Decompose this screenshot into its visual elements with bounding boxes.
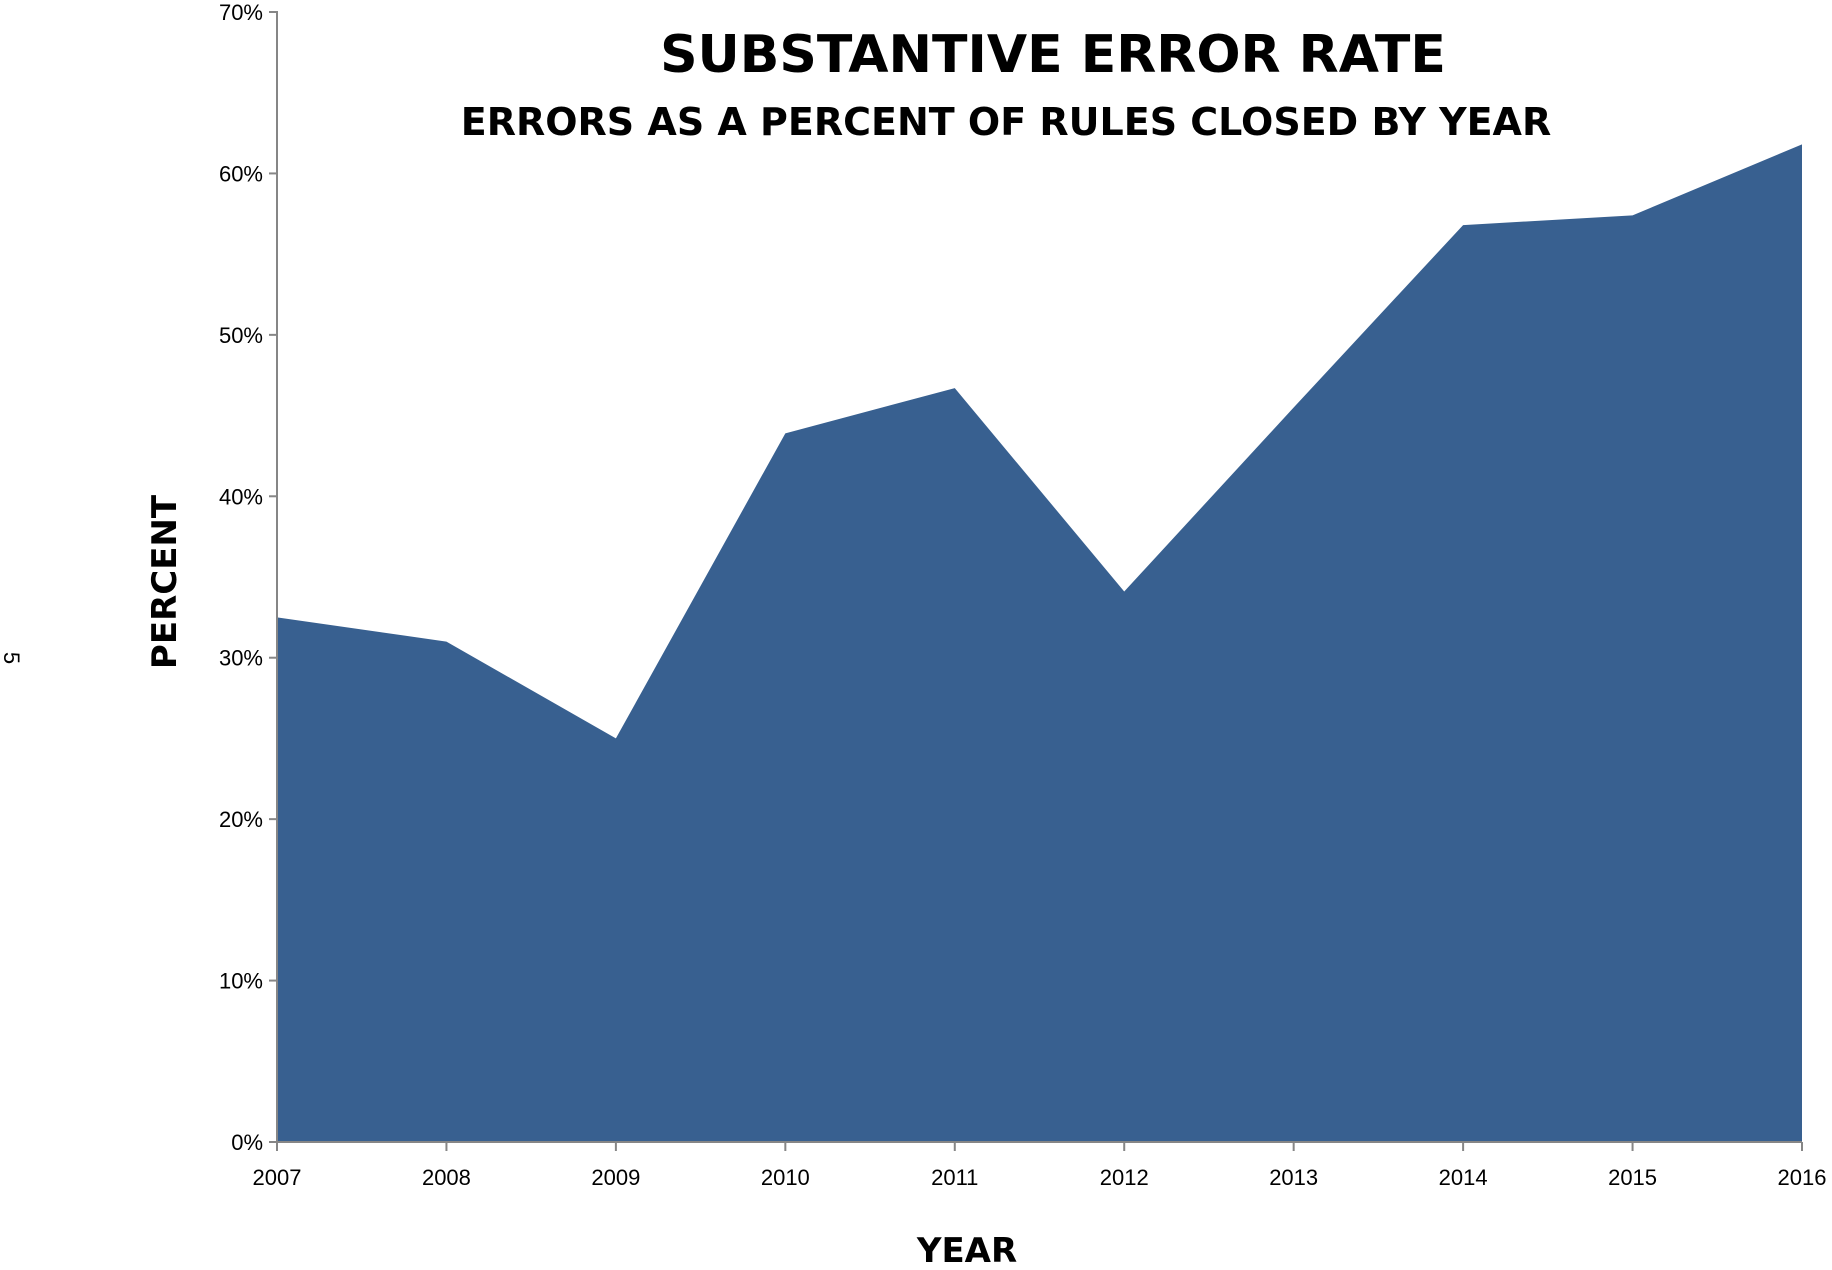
y-tick-label: 40% — [219, 484, 263, 509]
y-tick-label: 60% — [219, 161, 263, 186]
y-tick-label: 20% — [219, 807, 263, 832]
x-tick-label: 2013 — [1269, 1165, 1318, 1190]
chart-title: SUBSTANTIVE ERROR RATE — [660, 25, 1446, 85]
x-tick-label: 2016 — [1778, 1165, 1827, 1190]
x-tick-label: 2010 — [761, 1165, 810, 1190]
x-tick-label: 2015 — [1608, 1165, 1657, 1190]
page-number: 5 — [0, 652, 24, 664]
y-tick-label: 10% — [219, 969, 263, 994]
chart-subtitle: ERRORS AS A PERCENT OF RULES CLOSED BY Y… — [461, 100, 1551, 144]
x-tick-label: 2009 — [591, 1165, 640, 1190]
x-tick-label: 2011 — [931, 1165, 978, 1190]
y-tick-label: 0% — [231, 1130, 263, 1155]
x-tick-label: 2012 — [1100, 1165, 1149, 1190]
x-axis-title: YEAR — [916, 1231, 1017, 1270]
x-tick-label: 2007 — [253, 1165, 302, 1190]
x-tick-label: 2014 — [1439, 1165, 1488, 1190]
area-series-0 — [277, 144, 1802, 1142]
x-tick-label: 2008 — [422, 1165, 471, 1190]
y-tick-label: 70% — [219, 0, 263, 25]
y-axis: 0% 10% 20% 30% 40% 50% 60% 70% — [219, 0, 278, 1155]
y-tick-label: 30% — [219, 646, 263, 671]
y-tick-label: 50% — [219, 323, 263, 348]
x-axis: 2007 2008 2009 2010 2011 2012 2013 2014 2015 2016 — [253, 1141, 1827, 1190]
y-axis-title: PERCENT — [145, 494, 185, 669]
plot-area — [277, 144, 1802, 1142]
